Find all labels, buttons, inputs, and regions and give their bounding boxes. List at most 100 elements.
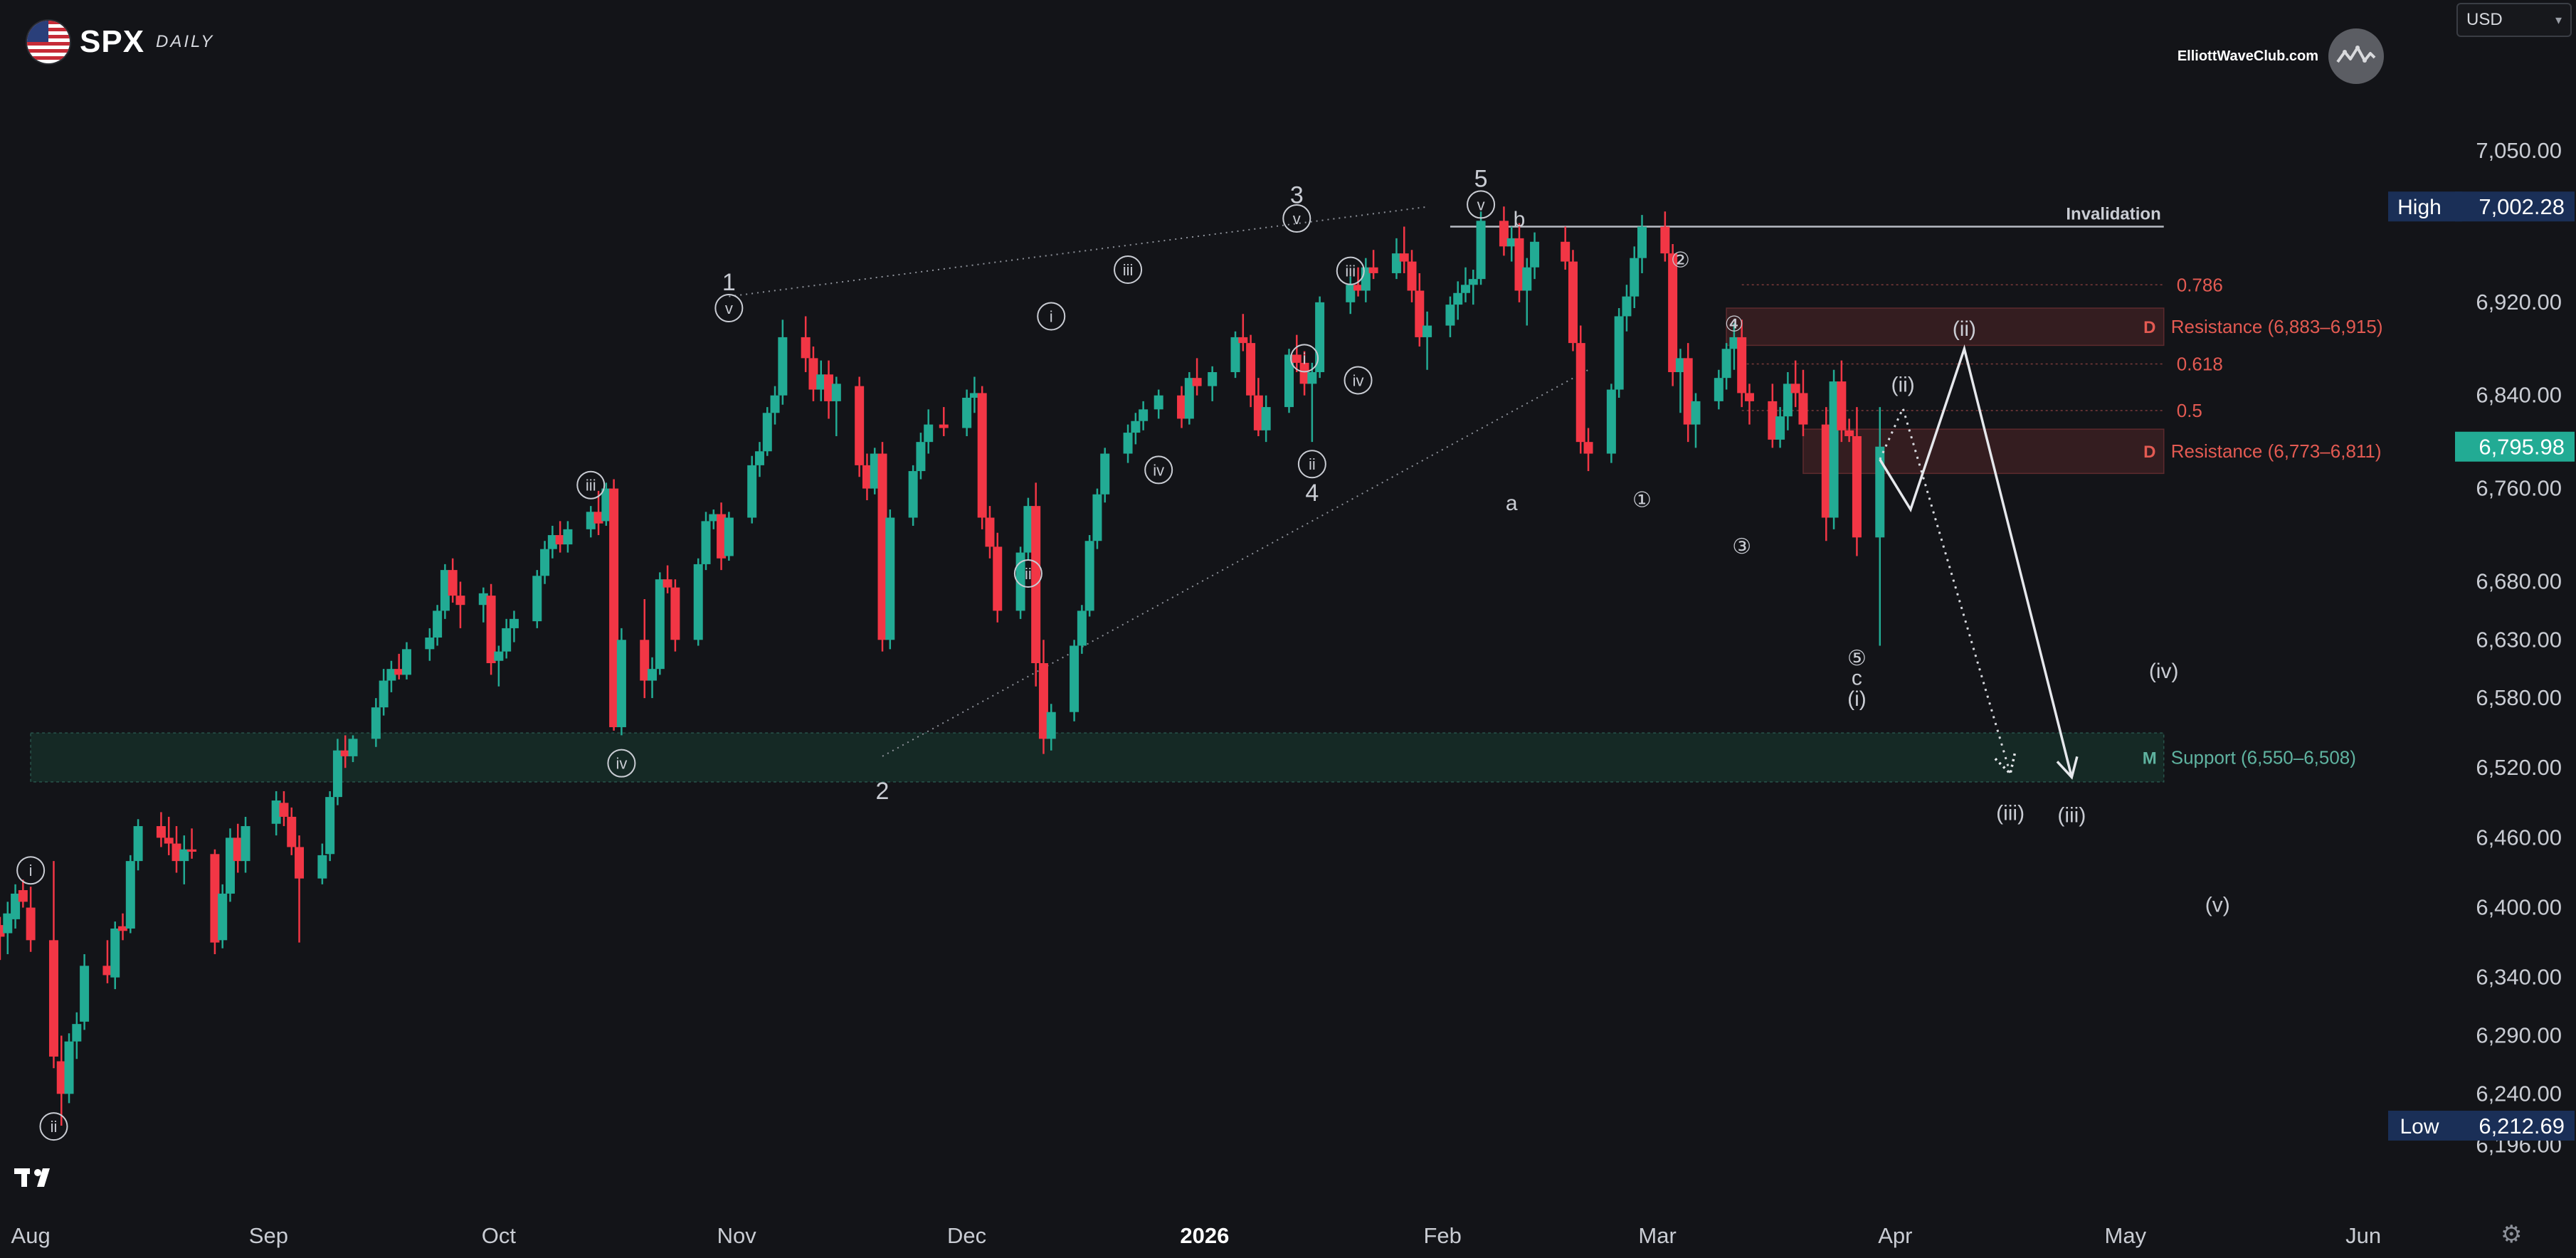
candle-body — [924, 424, 934, 443]
wave-label-circle — [1037, 302, 1066, 331]
y-axis-tick-label: 6,400.00 — [2476, 895, 2562, 920]
wave-label-circle — [714, 294, 744, 323]
wave-label: v — [725, 300, 733, 317]
candle-body — [340, 750, 350, 756]
candle-body — [1177, 395, 1187, 419]
candle-body — [26, 907, 36, 941]
low-tag-price-box — [2455, 1110, 2575, 1141]
candle-body — [156, 826, 166, 838]
candle-body — [1023, 506, 1033, 553]
candle-body — [1660, 226, 1670, 254]
candle-body — [709, 514, 719, 522]
candle-body — [563, 529, 573, 545]
high-tag-label-box — [2388, 191, 2462, 222]
candle-body — [1046, 712, 1056, 739]
candle-body — [1775, 416, 1785, 440]
tradingview-logo-icon[interactable] — [14, 1164, 61, 1196]
current-price-tag-price-box — [2455, 431, 2575, 462]
candle-body — [648, 669, 658, 681]
currency-dropdown[interactable]: USD ▾ — [2456, 3, 2572, 37]
candle-body — [1561, 241, 1571, 262]
y-axis-tick-label: 6,290.00 — [2476, 1023, 2562, 1048]
x-axis-label: Aug — [11, 1223, 51, 1248]
wave-label: v — [1477, 196, 1485, 213]
candle-body — [609, 488, 619, 727]
wave-label: iii — [1345, 263, 1356, 280]
wave-label-circle — [1336, 256, 1365, 285]
candle-body — [1092, 494, 1102, 541]
candle-body — [1084, 541, 1094, 611]
candle-body — [1100, 453, 1110, 495]
wave-label: ii — [1309, 455, 1316, 473]
wave-label-circle — [1013, 559, 1042, 588]
candle-body — [509, 618, 519, 628]
candle-body — [1476, 221, 1486, 280]
wave-label: 2 — [876, 778, 890, 805]
candle-body — [885, 517, 895, 640]
candle-body — [1768, 401, 1778, 440]
candle-body — [1292, 354, 1302, 363]
x-axis-label: Jun — [2345, 1223, 2381, 1248]
candle-body — [670, 587, 680, 640]
candle-body — [993, 546, 1003, 611]
candle-body — [1783, 384, 1793, 417]
candle-body — [1837, 381, 1847, 430]
candle-body — [125, 861, 135, 929]
candle-body — [1131, 421, 1141, 433]
candle-body — [233, 837, 243, 862]
gear-icon[interactable]: ⚙ — [2501, 1221, 2523, 1248]
candle-body — [171, 843, 181, 862]
wave-label: ② — [1671, 248, 1690, 272]
wave-label: iii — [586, 477, 596, 495]
candle-body — [1622, 296, 1632, 317]
candle-body — [218, 893, 228, 941]
candle-body — [1614, 316, 1624, 390]
candle-body — [379, 680, 389, 708]
candle-body — [593, 512, 603, 524]
candle-body — [110, 928, 120, 978]
y-axis-tick-label: 6,840.00 — [2476, 383, 2562, 408]
candle-body — [1238, 337, 1248, 344]
resistance-zone-marker: D — [2143, 318, 2155, 337]
timeframe-label: DAILY — [156, 32, 215, 51]
candle-body — [64, 1041, 74, 1094]
resistance-zone — [1726, 307, 2165, 347]
candle-body — [1422, 325, 1432, 337]
candle-body — [816, 374, 826, 390]
candle-body — [210, 854, 220, 943]
candle-body — [102, 966, 112, 976]
x-axis-label: Mar — [1638, 1223, 1676, 1248]
high-tag-price: 7,002.28 — [2479, 194, 2565, 219]
candle-body — [1307, 372, 1317, 384]
wave-label: i — [29, 862, 33, 879]
candle-body — [401, 649, 411, 675]
candle-body — [1668, 253, 1678, 373]
wave-label-circle — [1290, 344, 1319, 373]
candle-body — [1691, 401, 1701, 425]
candle-body — [1522, 267, 1532, 291]
candle-body — [1875, 446, 1885, 538]
resistance-zone-marker: D — [2143, 443, 2155, 462]
candle-body — [939, 424, 949, 428]
symbol-header: SPX DAILY — [26, 18, 214, 65]
candle-body — [762, 413, 772, 452]
candle-body — [1844, 430, 1854, 436]
candle-body — [1852, 435, 1862, 538]
current-price-tag-price: 6,795.98 — [2479, 435, 2565, 460]
candle-body — [555, 535, 565, 545]
y-axis-tick-label: 6,340.00 — [2476, 965, 2562, 990]
wave-label: ③ — [1732, 535, 1751, 559]
candle-body — [870, 453, 880, 489]
wave-label: ii — [51, 1118, 58, 1136]
projection-dotted-arrowhead — [1994, 752, 2017, 776]
candle-body — [1208, 372, 1218, 386]
candle-body — [877, 453, 887, 640]
candle-body — [494, 651, 504, 661]
y-axis-tick-label: 6,680.00 — [2476, 569, 2562, 593]
x-axis-label: Nov — [717, 1223, 757, 1248]
low-tag-label: Low — [2400, 1115, 2439, 1138]
candle-body — [724, 517, 734, 556]
candle-body — [1790, 384, 1800, 393]
wave-label: 5 — [1474, 165, 1488, 192]
